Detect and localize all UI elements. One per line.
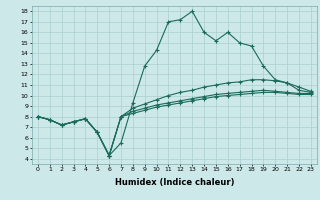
X-axis label: Humidex (Indice chaleur): Humidex (Indice chaleur) (115, 178, 234, 187)
